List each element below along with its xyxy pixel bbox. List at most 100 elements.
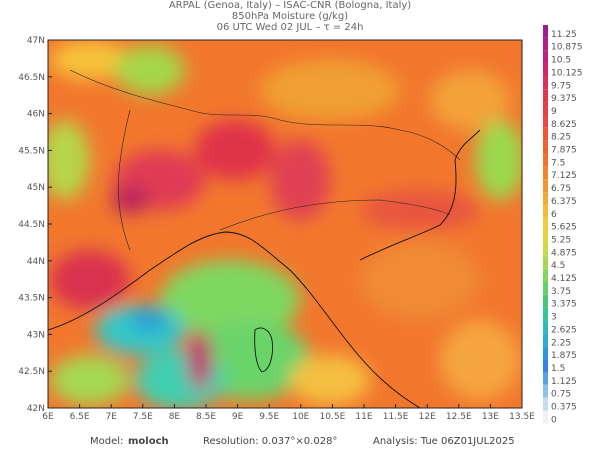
colorbar-swatch — [543, 410, 548, 424]
colorbar-swatch — [543, 25, 548, 38]
colorbar-swatch — [543, 346, 548, 360]
latitude-label: 45N — [27, 183, 45, 193]
colorbar-label: 5.25 — [551, 235, 571, 245]
colorbar-swatch — [543, 333, 548, 347]
colorbar-label: 4.875 — [551, 248, 577, 258]
latitude-label: 47N — [27, 36, 45, 46]
colorbar: 11.25 10.875 10.5 10.125 9.75 9.375 9 8.625 8.25… — [543, 25, 583, 425]
colorbar-label: 3.75 — [551, 287, 571, 297]
longitude-label: 7E — [105, 412, 117, 422]
colorbar-label: 6.375 — [551, 197, 577, 207]
colorbar-label: 10.875 — [551, 43, 583, 53]
longitude-label: 6E — [42, 412, 54, 422]
longitude-label: 8E — [169, 412, 181, 422]
colorbar-label: 5.625 — [551, 223, 577, 233]
latitude-label: 45.5N — [18, 146, 45, 156]
colorbar-swatch — [543, 89, 548, 103]
colorbar-swatch — [543, 192, 548, 205]
colorbar-swatch — [543, 127, 548, 141]
title-line: ARPAL (Genoa, Italy) – ISAC-CNR (Bologna… — [169, 0, 411, 11]
colorbar-label: 8.25 — [551, 133, 571, 143]
latitude-axis: 47N 46.5N 46N 45.5N 45N 44.5N 44N 43.5N 43N 42.5N… — [18, 36, 52, 414]
colorbar-swatch — [543, 230, 548, 244]
colorbar-swatch — [543, 140, 548, 154]
longitude-axis: 6E 6.5E 7E 7.5E 8E 8.5E 9E 9.5E 10E 10.5E 11E 11.5E… — [42, 404, 535, 422]
longitude-label: 6.5E — [70, 412, 90, 422]
longitude-label: 11E — [355, 412, 372, 422]
moisture-field — [48, 40, 522, 408]
colorbar-swatch — [543, 282, 548, 295]
title-line: 06 UTC Wed 02 JUL – τ = 24h — [217, 22, 364, 33]
colorbar-label: 8.625 — [551, 120, 577, 130]
colorbar-swatch — [543, 37, 548, 51]
longitude-label: 12.5E — [446, 412, 472, 422]
colorbar-swatch — [543, 153, 548, 167]
longitude-label: 13.5E — [509, 412, 535, 422]
latitude-label: 46N — [27, 110, 45, 120]
colorbar-label: 9.375 — [551, 94, 577, 104]
colorbar-label: 9 — [551, 107, 557, 117]
colorbar-swatch — [543, 256, 548, 270]
model-label: Model: — [90, 436, 123, 447]
colorbar-label: 0.375 — [551, 403, 577, 413]
longitude-label: 12E — [419, 412, 436, 422]
colorbar-swatch — [543, 50, 548, 64]
colorbar-label: 2.625 — [551, 325, 577, 335]
colorbar-swatch — [543, 63, 548, 77]
colorbar-label: 3.375 — [551, 300, 577, 310]
title-line: 850hPa Moisture (g/kg) — [232, 11, 348, 22]
colorbar-swatch — [543, 76, 548, 90]
colorbar-swatch — [543, 102, 548, 115]
longitude-label: 11.5E — [383, 412, 409, 422]
colorbar-swatch — [543, 384, 548, 398]
longitude-label: 9.5E — [259, 412, 279, 422]
colorbar-label: 4.125 — [551, 274, 577, 284]
latitude-label: 42N — [27, 404, 45, 414]
colorbar-swatch — [543, 269, 548, 282]
latitude-label: 44N — [27, 257, 45, 267]
colorbar-swatch — [543, 204, 548, 218]
colorbar-label: 10.5 — [551, 56, 571, 66]
colorbar-label: 1.125 — [551, 377, 577, 387]
colorbar-label: 7.875 — [551, 146, 577, 156]
colorbar-swatch — [543, 243, 548, 257]
colorbar-swatch — [543, 166, 548, 180]
colorbar-label: 6 — [551, 210, 557, 220]
borders — [69, 69, 461, 251]
colorbar-label: 7.5 — [551, 158, 565, 168]
longitude-label: 10E — [292, 412, 309, 422]
colorbar-label: 2.25 — [551, 338, 571, 348]
colorbar-label: 7.125 — [551, 171, 577, 181]
colorbar-swatch — [543, 320, 548, 334]
model-name: moloch — [128, 436, 169, 447]
latitude-label: 43N — [27, 330, 45, 340]
colorbar-label: 1.875 — [551, 351, 577, 361]
colorbar-label: 0.75 — [551, 390, 571, 400]
colorbar-label: 3 — [551, 313, 557, 323]
colorbar-swatch — [543, 179, 548, 193]
longitude-label: 9E — [232, 412, 244, 422]
colorbar-swatch — [543, 114, 548, 128]
colorbar-label: 11.25 — [551, 30, 577, 40]
latitude-label: 42.5N — [18, 367, 45, 377]
latitude-label: 43.5N — [18, 294, 45, 304]
longitude-label: 13E — [482, 412, 499, 422]
longitude-label: 10.5E — [320, 412, 346, 422]
colorbar-swatch — [543, 307, 548, 321]
colorbar-label: 1.5 — [551, 364, 565, 374]
colorbar-swatch — [543, 217, 548, 231]
colorbar-swatch — [543, 359, 548, 372]
longitude-label: 7.5E — [133, 412, 153, 422]
colorbar-label: 0 — [551, 415, 557, 425]
analysis: Analysis: Tue 06Z01JUL2025 — [373, 436, 515, 447]
coastlines — [48, 129, 481, 408]
colorbar-label: 10.125 — [551, 68, 583, 78]
latitude-label: 44.5N — [18, 220, 45, 230]
latitude-label: 46.5N — [18, 73, 45, 83]
resolution: Resolution: 0.037°×0.028° — [203, 436, 337, 447]
colorbar-label: 9.75 — [551, 81, 571, 91]
colorbar-swatch — [543, 371, 548, 385]
colorbar-swatch — [543, 397, 548, 411]
longitude-label: 8.5E — [196, 412, 216, 422]
